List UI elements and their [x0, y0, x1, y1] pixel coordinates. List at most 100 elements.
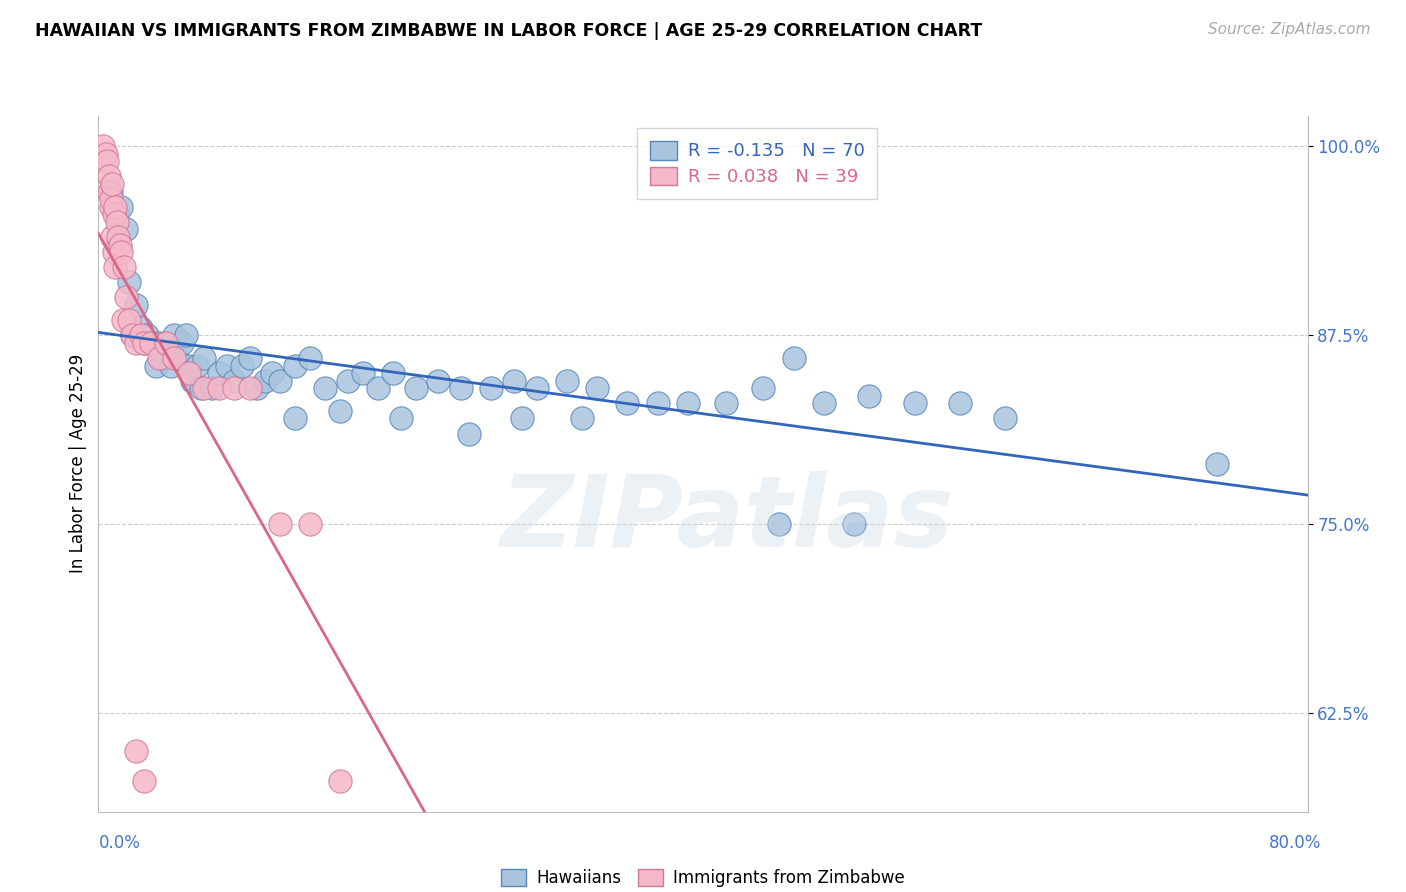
Point [108, 237, 131, 252]
Point [118, 276, 141, 290]
Point [163, 351, 186, 365]
Point [555, 374, 578, 388]
Point [752, 381, 775, 395]
Point [382, 366, 405, 380]
Point [177, 359, 201, 373]
Point [586, 381, 609, 395]
Point [427, 374, 450, 388]
Point [450, 381, 472, 395]
Point [208, 381, 231, 395]
Point [299, 517, 322, 532]
Point [118, 313, 141, 327]
Point [148, 351, 170, 365]
Point [647, 396, 669, 410]
Point [510, 411, 533, 425]
Point [269, 517, 291, 532]
Text: Source: ZipAtlas.com: Source: ZipAtlas.com [1208, 22, 1371, 37]
Text: 0.0%: 0.0% [98, 834, 141, 852]
Point [367, 381, 389, 395]
Text: ZIPatlas: ZIPatlas [501, 471, 953, 568]
Point [813, 396, 835, 410]
Point [782, 351, 804, 365]
Point [844, 517, 866, 532]
Point [503, 374, 526, 388]
Point [98, 185, 121, 199]
Point [457, 426, 479, 441]
Point [166, 351, 188, 365]
Point [121, 328, 143, 343]
Point [125, 298, 148, 312]
Point [155, 335, 177, 350]
Y-axis label: In Labor Force | Age 25-29: In Labor Force | Age 25-29 [69, 354, 87, 574]
Point [132, 774, 155, 789]
Point [96, 154, 118, 169]
Point [193, 381, 215, 395]
Point [145, 359, 167, 373]
Point [714, 396, 737, 410]
Point [314, 381, 336, 395]
Point [125, 335, 148, 350]
Point [135, 328, 157, 343]
Point [94, 146, 117, 161]
Point [299, 351, 322, 365]
Point [262, 366, 284, 380]
Point [105, 215, 128, 229]
Point [352, 366, 374, 380]
Point [104, 260, 127, 275]
Point [676, 396, 699, 410]
Point [150, 351, 173, 365]
Point [114, 222, 136, 236]
Point [104, 200, 127, 214]
Point [155, 335, 177, 350]
Point [105, 207, 128, 221]
Point [329, 774, 352, 789]
Point [103, 207, 125, 221]
Point [129, 320, 152, 334]
Point [201, 381, 224, 395]
Point [103, 245, 125, 260]
Point [141, 335, 163, 350]
Point [177, 366, 201, 380]
Point [163, 328, 186, 343]
Point [107, 230, 129, 244]
Point [858, 389, 880, 403]
Point [215, 359, 238, 373]
Text: HAWAIIAN VS IMMIGRANTS FROM ZIMBABWE IN LABOR FORCE | AGE 25-29 CORRELATION CHAR: HAWAIIAN VS IMMIGRANTS FROM ZIMBABWE IN … [35, 22, 983, 40]
Point [224, 374, 246, 388]
Point [110, 200, 132, 214]
Point [190, 381, 212, 395]
Point [526, 381, 548, 395]
Point [101, 230, 124, 244]
Point [208, 366, 231, 380]
Point [284, 411, 307, 425]
Point [904, 396, 927, 410]
Point [239, 351, 262, 365]
Point [141, 335, 163, 350]
Point [100, 192, 122, 206]
Point [160, 359, 183, 373]
Point [253, 374, 276, 388]
Point [239, 381, 262, 395]
Point [114, 290, 136, 304]
Point [269, 374, 291, 388]
Point [246, 381, 269, 395]
Point [125, 744, 148, 758]
Point [768, 517, 790, 532]
Text: 80.0%: 80.0% [1270, 834, 1322, 852]
Point [284, 359, 307, 373]
Point [100, 200, 122, 214]
Point [181, 374, 204, 388]
Point [111, 313, 134, 327]
Point [112, 260, 135, 275]
Point [129, 328, 152, 343]
Point [405, 381, 427, 395]
Point [571, 411, 593, 425]
Point [949, 396, 972, 410]
Point [389, 411, 412, 425]
Point [336, 374, 359, 388]
Point [121, 328, 143, 343]
Point [616, 396, 638, 410]
Point [132, 335, 155, 350]
Point [481, 381, 503, 395]
Point [98, 169, 121, 184]
